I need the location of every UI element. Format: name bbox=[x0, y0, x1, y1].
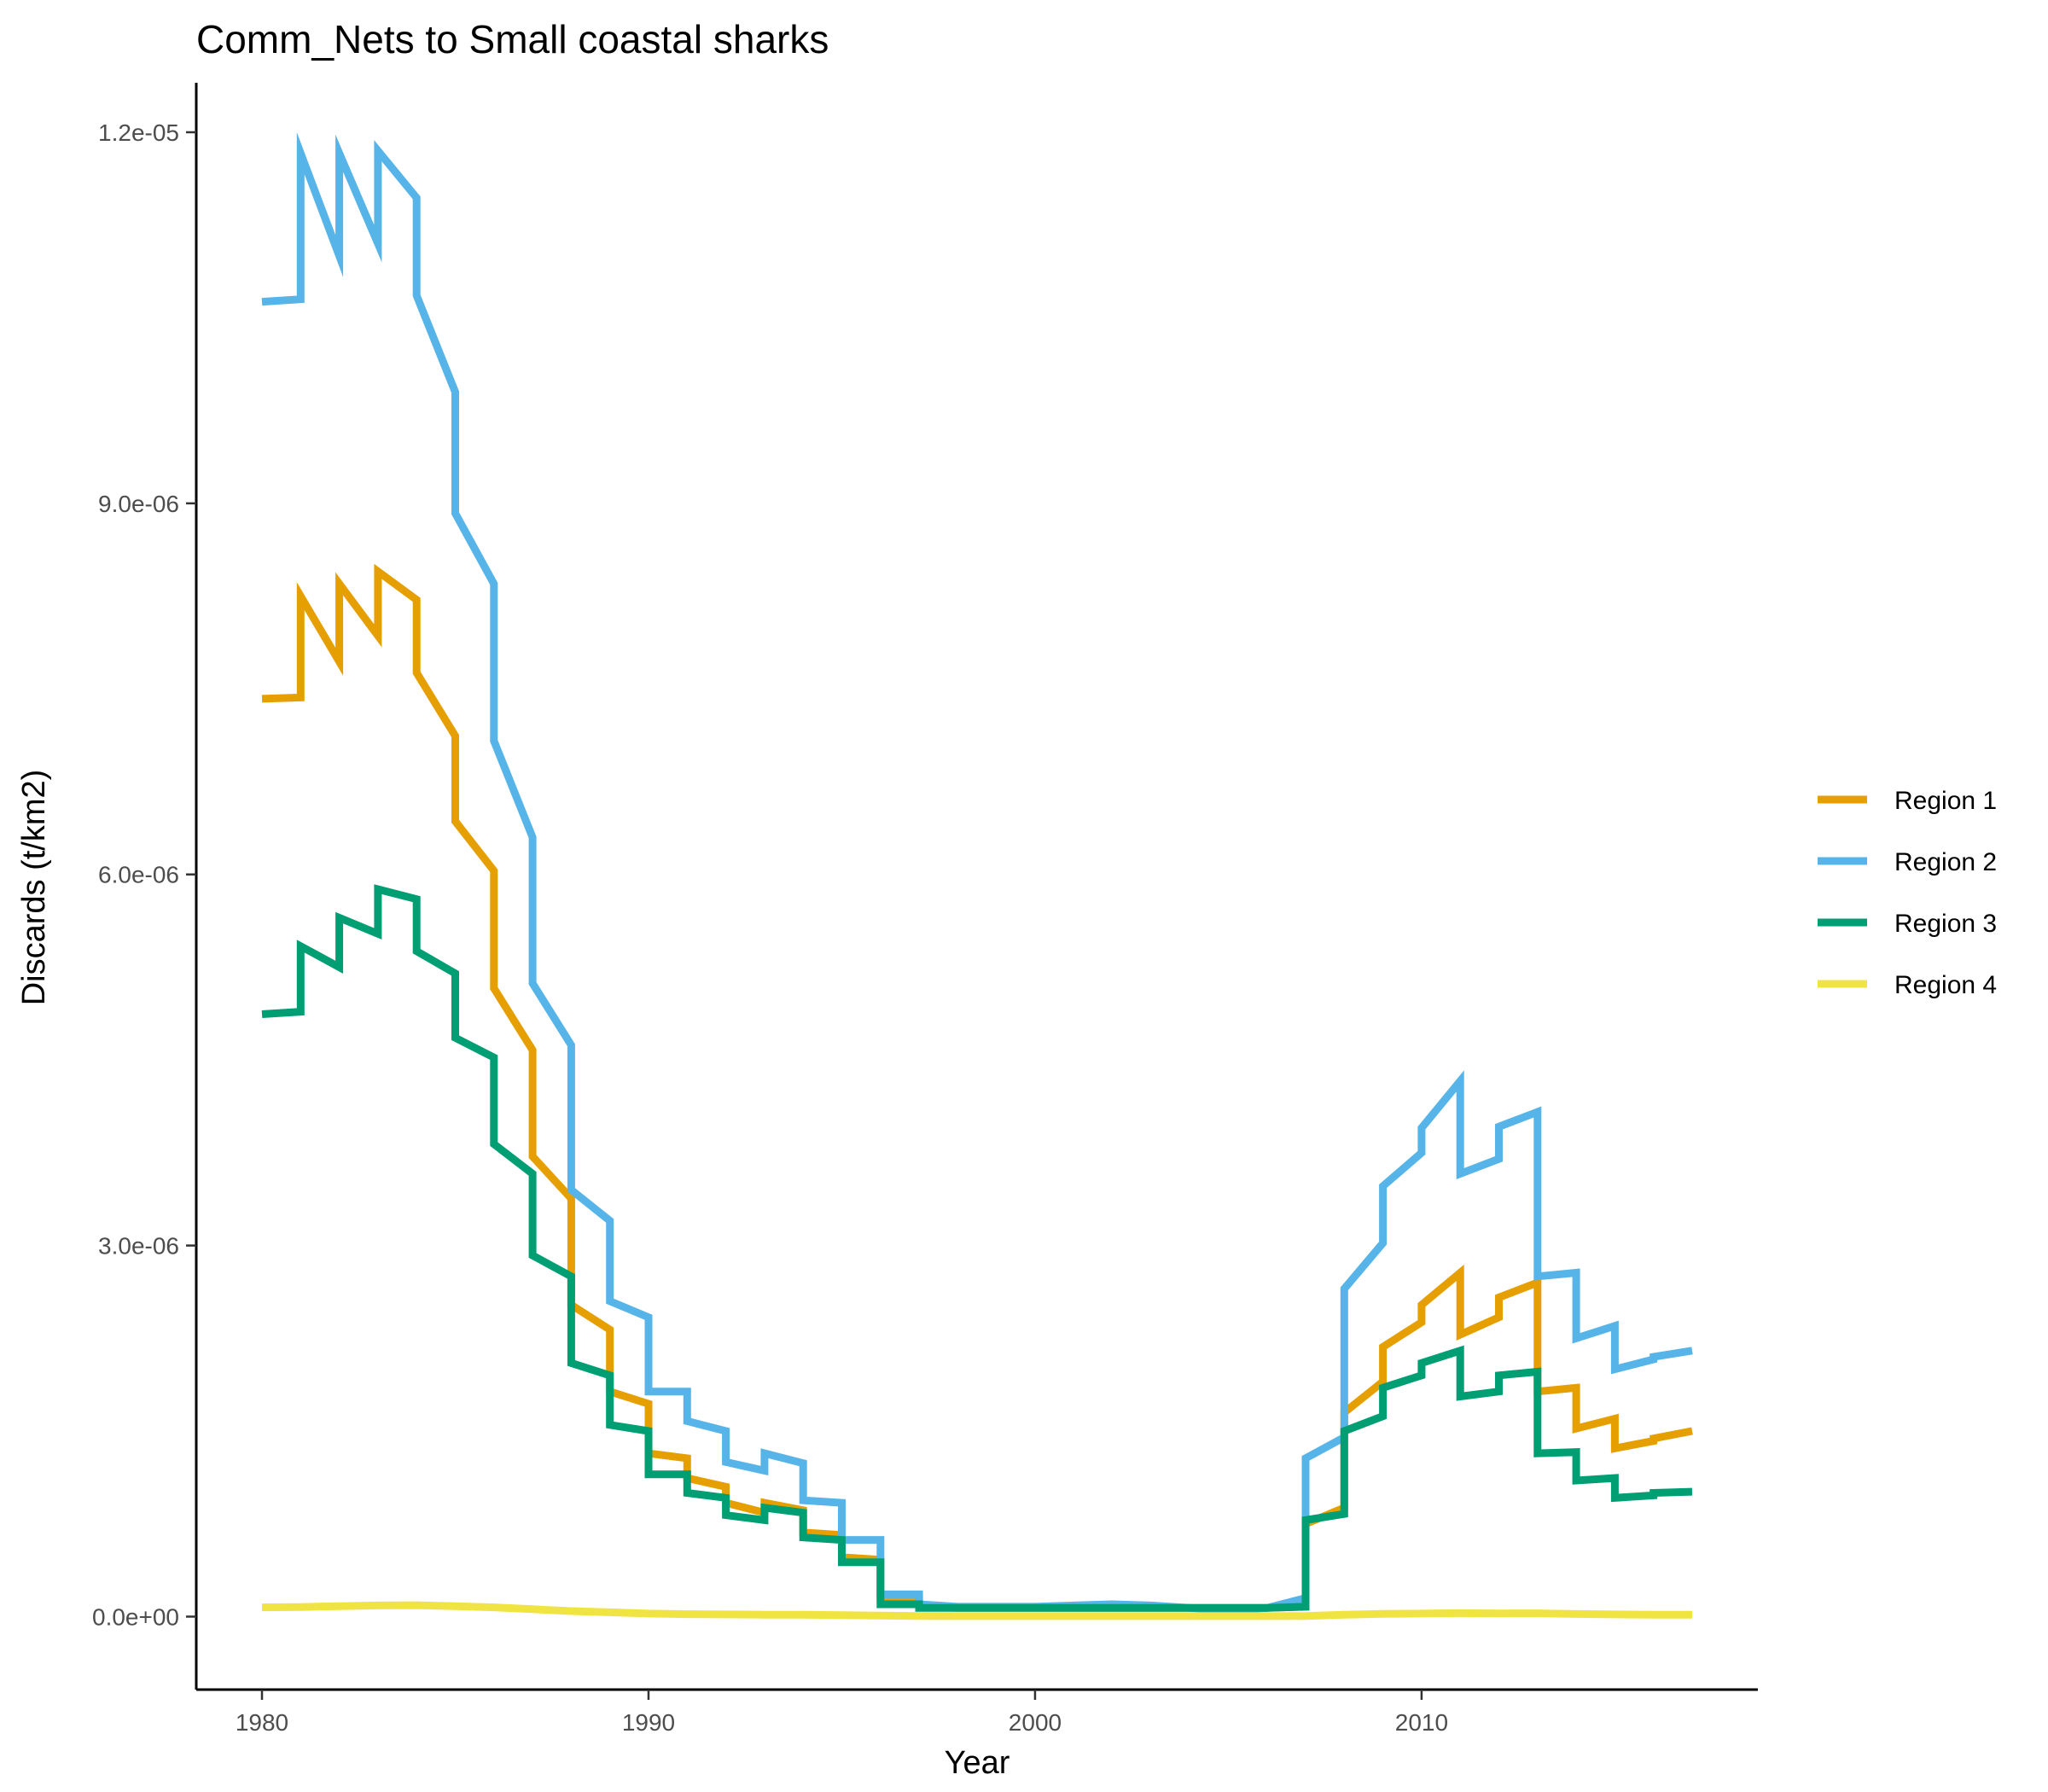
legend-label-region-3: Region 3 bbox=[1894, 910, 1997, 938]
x-axis-title: Year bbox=[945, 1745, 1010, 1781]
legend-label-region-4: Region 4 bbox=[1894, 971, 1997, 999]
y-axis-title: Discards (t/km2) bbox=[16, 770, 52, 1006]
series-line-region-1 bbox=[261, 563, 1693, 1612]
plot-area bbox=[261, 131, 1693, 1620]
x-tick-label: 2010 bbox=[1395, 1709, 1448, 1736]
x-tick-label: 1990 bbox=[622, 1709, 675, 1736]
x-axis-ticks: 1980 1990 2000 2010 bbox=[236, 1690, 1448, 1736]
legend-label-region-1: Region 1 bbox=[1894, 787, 1997, 815]
x-tick-label: 1980 bbox=[236, 1709, 288, 1736]
chart-title: Comm_Nets to Small coastal sharks bbox=[196, 17, 829, 61]
y-tick-label: 0.0e+00 bbox=[92, 1603, 179, 1630]
series-line-region-4 bbox=[261, 1601, 1693, 1620]
y-tick-label: 6.0e-06 bbox=[98, 862, 179, 888]
y-tick-label: 3.0e-06 bbox=[98, 1233, 179, 1260]
y-tick-label: 9.0e-06 bbox=[98, 491, 179, 517]
y-tick-label: 1.2e-05 bbox=[98, 119, 179, 146]
series-line-region-3 bbox=[261, 884, 1693, 1612]
legend-label-region-2: Region 2 bbox=[1894, 848, 1997, 876]
y-axis-ticks: 0.0e+00 3.0e-06 6.0e-06 9.0e-06 1.2e-05 bbox=[92, 119, 196, 1630]
x-tick-label: 2000 bbox=[1009, 1709, 1062, 1736]
legend: Region 1 Region 2 Region 3 Region 4 bbox=[1818, 787, 1997, 999]
